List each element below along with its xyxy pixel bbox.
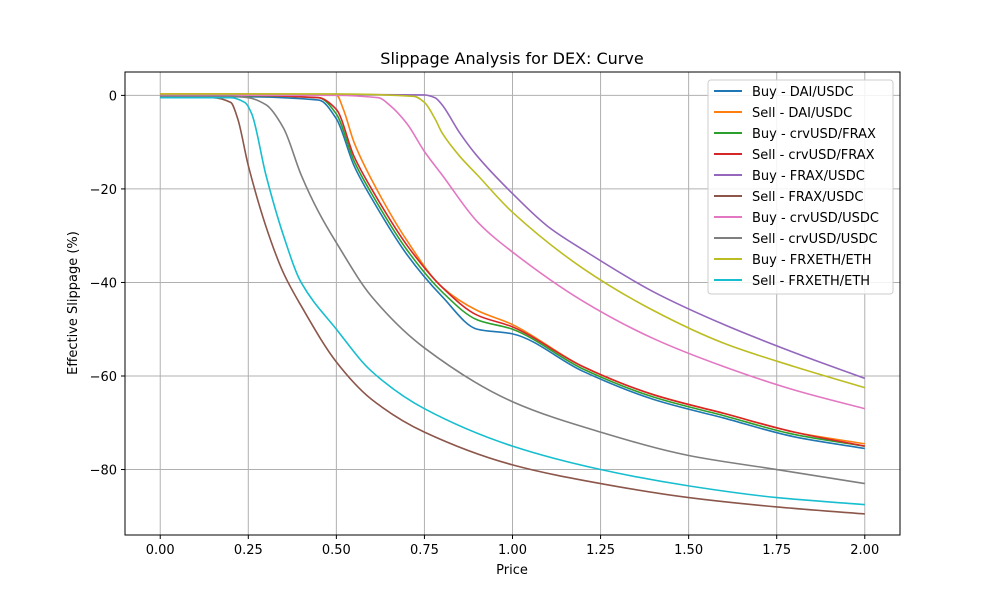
x-tick-label: 0.00 (146, 543, 175, 558)
legend-label: Buy - FRAX/USDC (752, 169, 865, 184)
y-tick-label: 0 (109, 89, 117, 104)
series-line-sell-frax-usdc (160, 95, 865, 515)
series-lines (160, 93, 866, 515)
x-tick-label: 1.75 (762, 543, 791, 558)
series-line-sell-crvusd-usdc (160, 95, 865, 485)
legend-label: Sell - FRXETH/ETH (752, 274, 870, 289)
legend-label: Sell - FRAX/USDC (752, 190, 863, 205)
legend-items: Buy - DAI/USDC Sell - DAI/USDC Buy - crvUS… (714, 85, 879, 289)
y-tick-label: −20 (90, 183, 117, 198)
legend: Buy - DAI/USDC Sell - DAI/USDC Buy - crvUS… (707, 79, 894, 295)
series-line-buy-dai-usdc (160, 95, 865, 450)
y-tick-label: −80 (90, 464, 117, 479)
legend-label: Sell - crvUSD/FRAX (752, 148, 875, 163)
legend-label: Buy - crvUSD/USDC (752, 211, 879, 226)
x-tick-label: 1.00 (498, 543, 527, 558)
x-axis-title: Price (496, 563, 528, 578)
legend-label: Buy - crvUSD/FRAX (752, 127, 876, 142)
y-tick-label: −60 (90, 370, 117, 385)
legend-label: Sell - crvUSD/USDC (752, 232, 878, 247)
series-line-buy-frxeth-eth (160, 93, 866, 389)
x-tick-label: 0.25 (234, 543, 263, 558)
y-tick-label: −40 (90, 276, 117, 291)
legend-box (707, 79, 894, 295)
y-axis-ticks: 0 −20 −40 −60 −80 (90, 89, 125, 479)
legend-label: Sell - DAI/USDC (752, 106, 852, 121)
x-axis-ticks: 0.00 0.25 0.50 0.75 1.00 1.25 1.50 1.75 2.00 (146, 535, 879, 558)
x-tick-label: 1.50 (674, 543, 703, 558)
series-line-sell-crvusd-frax (160, 94, 865, 447)
x-tick-label: 0.50 (322, 543, 351, 558)
x-tick-label: 1.25 (586, 543, 615, 558)
x-tick-label: 2.00 (850, 543, 879, 558)
series-line-buy-crvusd-usdc (160, 94, 865, 410)
y-axis-title: Effective Slippage (%) (66, 231, 81, 375)
chart-title: Slippage Analysis for DEX: Curve (380, 49, 643, 68)
legend-label: Buy - FRXETH/ETH (752, 253, 871, 268)
x-tick-label: 0.75 (410, 543, 439, 558)
legend-label: Buy - DAI/USDC (752, 85, 854, 100)
series-line-sell-frxeth-eth (160, 96, 865, 506)
